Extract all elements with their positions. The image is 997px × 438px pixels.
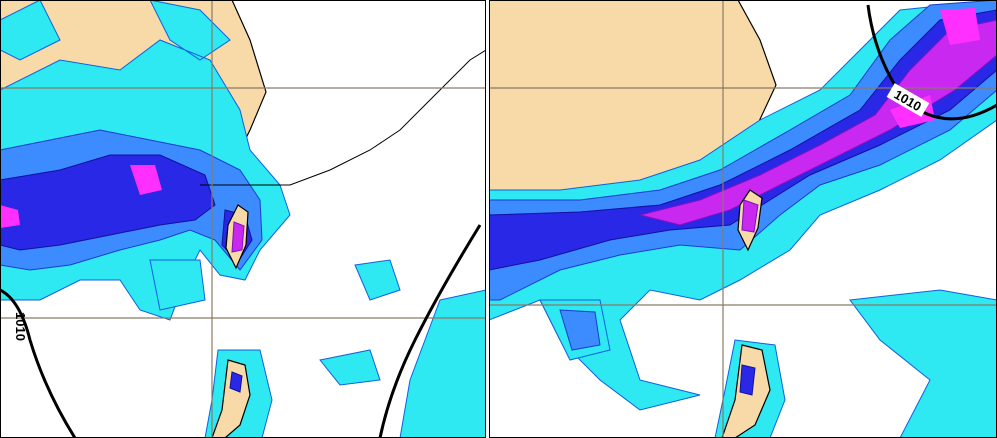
isobar-label: 1010: [13, 312, 28, 341]
border: [200, 49, 486, 186]
precip-core: [890, 8, 980, 128]
isobar: [378, 224, 482, 438]
grid-lines: [489, 0, 997, 438]
isobar: [0, 288, 77, 438]
precip-heavy: [229, 371, 243, 393]
precip-heavy: [739, 364, 756, 396]
precip-light: [539, 289, 997, 438]
isobar-label-bg: [886, 83, 930, 117]
precip-moderate: [559, 309, 601, 351]
right-panel: 1010: [489, 0, 997, 438]
precip-intense: [0, 165, 162, 228]
precip-light: [149, 259, 486, 438]
grid-lines: [0, 0, 486, 438]
precip-taiwan: [231, 221, 245, 253]
left-panel: 1010: [0, 0, 486, 438]
precip-taiwan: [741, 199, 759, 233]
